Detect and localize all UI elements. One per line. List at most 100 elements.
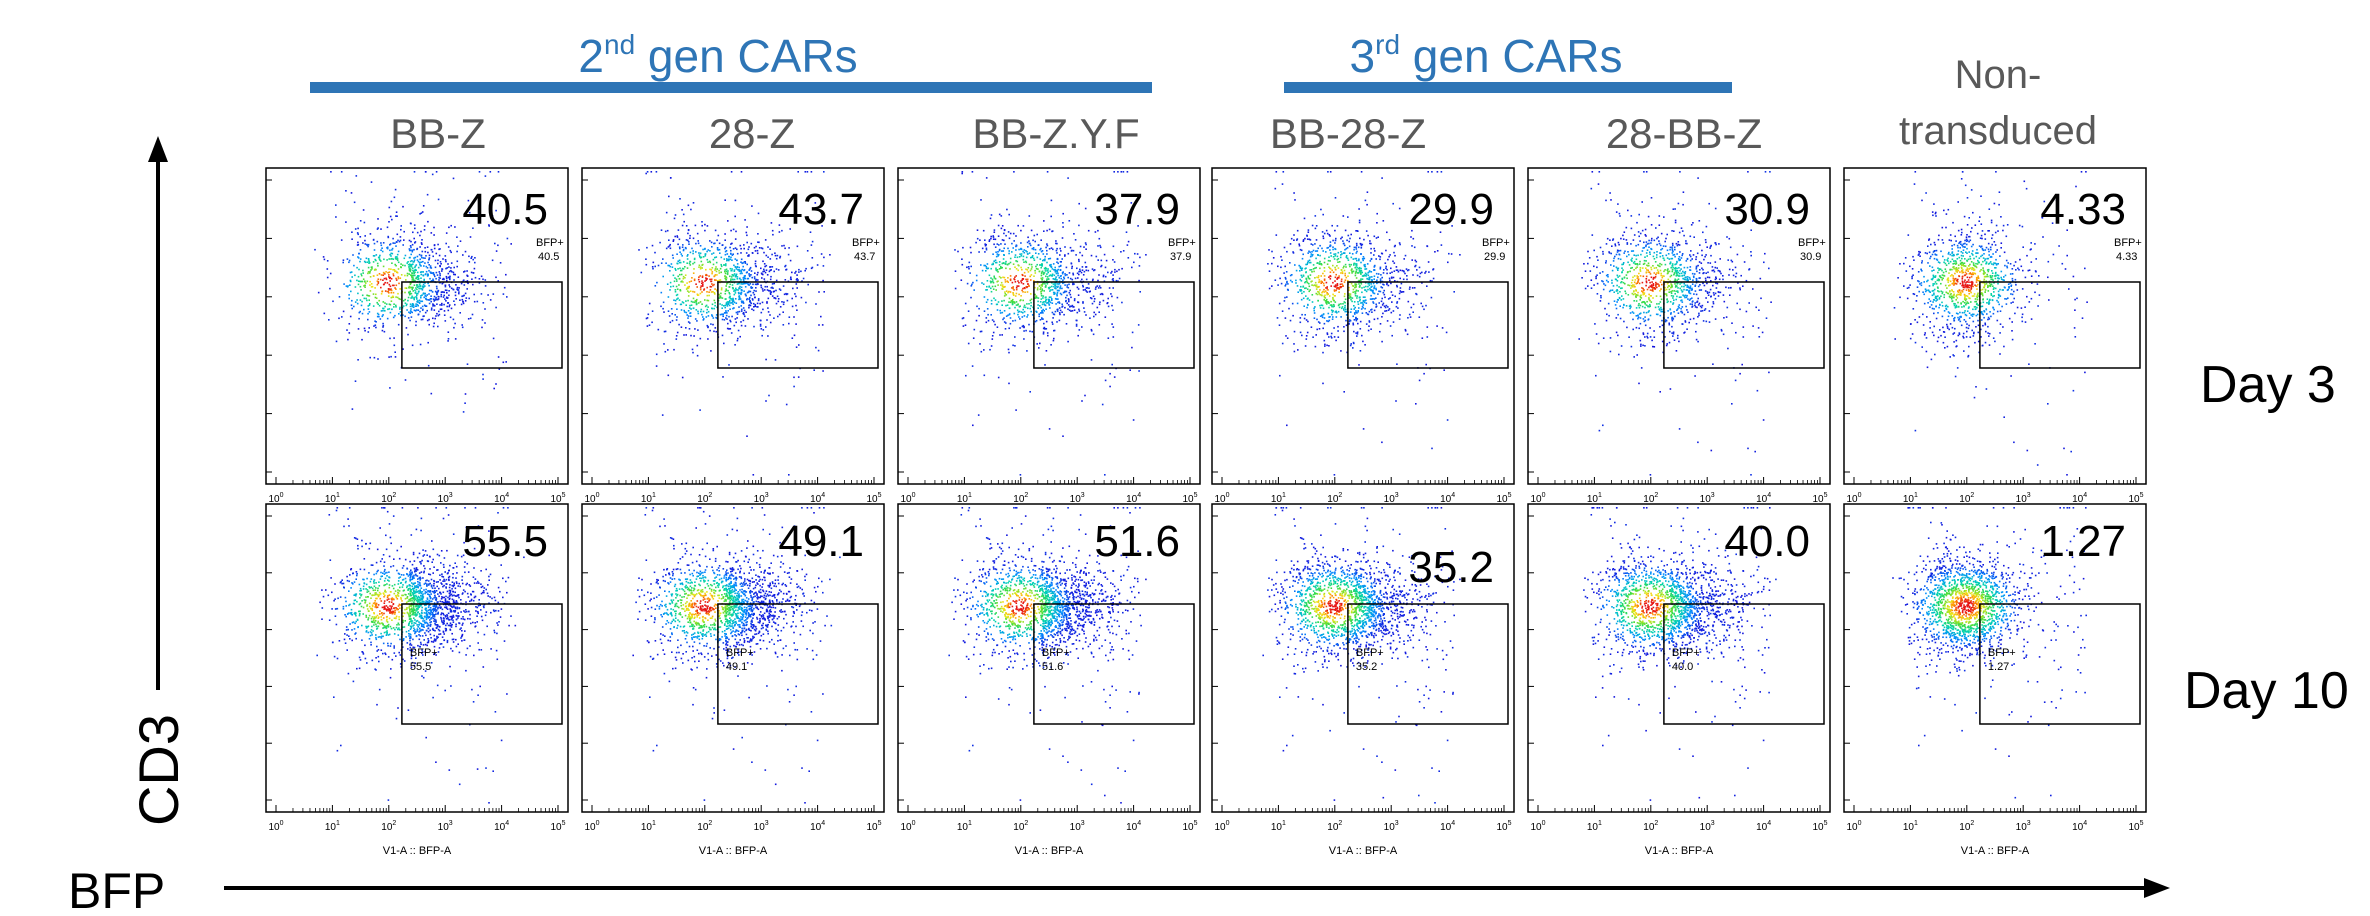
event-dot: [453, 273, 455, 276]
event-dot: [1358, 270, 1361, 272]
event-dot: [421, 294, 423, 296]
event-dot: [709, 261, 712, 264]
event-dot: [1097, 259, 1099, 261]
event-dot: [1113, 261, 1116, 263]
event-dot: [420, 295, 422, 297]
event-dot: [982, 283, 985, 285]
event-dot: [1062, 435, 1064, 437]
event-dot: [495, 383, 497, 385]
event-dot: [1326, 333, 1329, 336]
event-dot: [744, 286, 747, 288]
event-dot: [394, 351, 396, 353]
event-dot: [735, 273, 738, 276]
event-dot: [773, 317, 775, 319]
event-dot: [1328, 306, 1330, 309]
x-tick-label: 105: [866, 492, 881, 505]
event-dot: [1017, 224, 1019, 227]
event-dot: [1673, 273, 1675, 276]
event-dot: [1087, 269, 1090, 272]
event-dot: [646, 325, 649, 327]
event-dot: [685, 300, 687, 302]
event-dot: [1391, 277, 1393, 279]
event-dot: [760, 247, 763, 249]
event-dot: [469, 236, 472, 238]
event-dot: [1022, 287, 1024, 290]
event-dot: [438, 276, 440, 279]
event-dot: [1332, 293, 1334, 296]
event-dot: [1380, 306, 1382, 309]
event-dot: [392, 274, 395, 277]
event-dots: [314, 171, 512, 413]
event-dot: [1029, 330, 1031, 333]
event-dot: [810, 171, 813, 173]
event-dot: [674, 314, 676, 316]
event-dot: [981, 247, 984, 250]
event-dot: [1004, 262, 1007, 265]
event-dot: [1355, 252, 1358, 254]
event-dot: [990, 345, 993, 347]
event-dot: [978, 307, 980, 310]
event-dot: [367, 318, 369, 321]
event-dot: [990, 267, 992, 270]
event-dot: [749, 266, 752, 269]
event-dot: [1315, 239, 1318, 241]
event-dot: [1074, 277, 1077, 280]
event-dot: [727, 270, 729, 272]
event-dot: [1627, 261, 1629, 264]
event-dot: [1039, 288, 1042, 291]
event-dot: [1137, 324, 1140, 326]
event-dot: [1595, 333, 1598, 335]
event-dot: [1365, 230, 1368, 232]
event-dot: [1099, 301, 1101, 303]
event-dot: [660, 291, 663, 294]
event-dot: [1084, 242, 1087, 244]
event-dot: [1058, 302, 1061, 304]
event-dot: [731, 259, 733, 261]
event-dot: [1318, 281, 1321, 283]
event-dot: [815, 346, 817, 349]
event-dot: [370, 269, 372, 271]
event-dot: [1111, 270, 1113, 273]
event-dot: [1057, 301, 1059, 304]
event-dot: [1340, 272, 1342, 274]
event-dot: [1272, 257, 1275, 259]
event-dot: [1615, 307, 1618, 310]
event-dot: [668, 264, 670, 267]
event-dot: [1384, 262, 1387, 264]
event-dot: [410, 311, 412, 313]
event-dot: [724, 247, 726, 250]
event-dot: [714, 327, 717, 329]
event-dot: [409, 270, 412, 273]
event-dot: [1023, 251, 1026, 254]
event-dot: [820, 315, 822, 318]
event-dot: [1039, 258, 1042, 260]
event-dot: [975, 274, 978, 277]
event-dot: [744, 219, 746, 221]
event-dot: [1068, 291, 1071, 294]
event-dot: [1007, 247, 1009, 250]
event-dot: [1381, 304, 1384, 306]
event-dot: [459, 312, 461, 314]
event-dot: [409, 269, 412, 272]
event-dot: [396, 256, 398, 258]
event-dot: [690, 308, 692, 310]
event-dot: [406, 272, 409, 275]
event-dot: [1297, 291, 1299, 293]
event-dot: [740, 252, 742, 254]
event-dot: [375, 297, 378, 299]
event-dot: [1378, 290, 1380, 293]
event-dot: [683, 309, 685, 312]
event-dot: [1114, 271, 1116, 273]
event-dot: [748, 273, 750, 275]
event-dot: [750, 294, 752, 297]
event-dot: [1394, 295, 1396, 298]
event-dot: [1352, 315, 1354, 318]
event-dot: [648, 324, 651, 326]
event-dot: [1271, 262, 1273, 265]
event-dot: [1698, 314, 1700, 317]
event-dot: [1379, 268, 1382, 270]
event-dot: [1066, 302, 1068, 305]
event-dot: [1319, 244, 1321, 247]
event-dot: [1677, 241, 1680, 243]
event-dot: [1372, 302, 1375, 304]
